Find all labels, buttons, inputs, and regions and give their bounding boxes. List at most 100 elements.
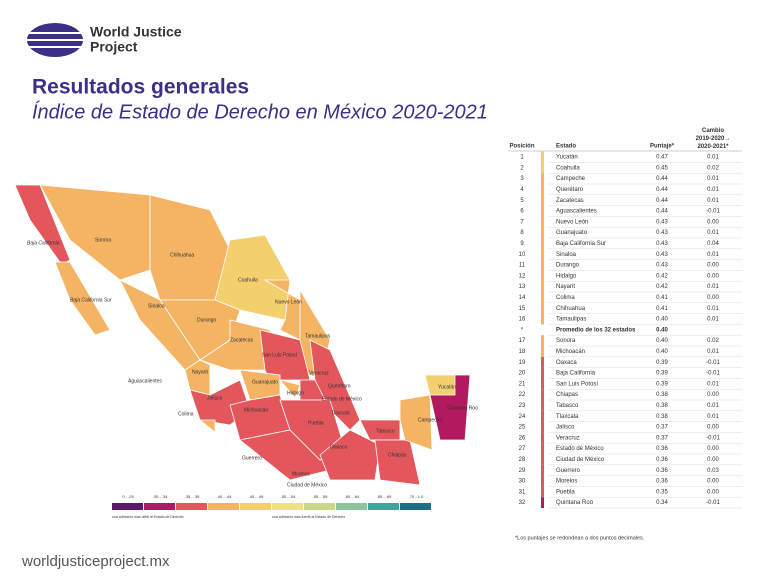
score: 0.39 <box>656 381 668 387</box>
state-name: Puebla <box>556 489 575 495</box>
score: 0.42 <box>656 273 668 279</box>
score-color <box>541 216 544 228</box>
map-label: Chiapas <box>388 452 407 458</box>
map-label: Hidalgo <box>287 390 304 396</box>
score-color <box>541 227 544 238</box>
score: 0.43 <box>656 252 668 258</box>
map <box>14 184 471 486</box>
change: 0.01 <box>707 317 719 323</box>
position: 29 <box>519 468 526 474</box>
score: 0.38 <box>656 392 668 398</box>
score-color <box>541 443 544 454</box>
score: 0.36 <box>656 446 668 452</box>
change: 0.00 <box>707 295 719 301</box>
change: 0.00 <box>707 489 719 495</box>
change: 0.00 <box>707 219 719 225</box>
legend-label: 0 - .29 <box>122 494 134 499</box>
position: 15 <box>519 306 526 312</box>
map-label: Jalisco <box>207 395 223 401</box>
map-label: Zacatecas <box>230 337 254 343</box>
state-name: Chihuahua <box>556 306 586 312</box>
map-label: Durango <box>197 317 216 323</box>
column-header: Puntaje* <box>650 144 675 150</box>
map-label: Sonora <box>95 237 111 243</box>
change: 0.00 <box>707 392 719 398</box>
legend-swatch <box>176 503 207 510</box>
position: 8 <box>520 230 524 236</box>
change: -0.01 <box>706 371 720 377</box>
legend-swatch <box>208 503 239 510</box>
score: 0.42 <box>656 284 668 290</box>
change: 0.02 <box>707 165 719 171</box>
position: 30 <box>519 479 526 485</box>
logo-text: World Justice <box>90 24 182 40</box>
score: 0.45 <box>656 165 668 171</box>
column-header: Posición <box>509 144 534 150</box>
map-label: Nuevo León <box>275 299 302 305</box>
score: 0.44 <box>656 187 668 193</box>
score: 0.41 <box>656 295 668 301</box>
score-color <box>541 173 544 184</box>
state-name: Guerrero <box>556 468 581 474</box>
state-name: Sonora <box>556 338 576 344</box>
title: Resultados generales <box>32 76 249 99</box>
legend-label: .40 - .44 <box>217 494 232 499</box>
score-color <box>541 270 544 282</box>
footer: worldjusticeproject.mx <box>21 553 170 570</box>
change: 0.00 <box>707 446 719 452</box>
map-label: Estado de México <box>322 396 362 402</box>
state-name: Yucatán <box>556 155 578 161</box>
position: 2 <box>520 165 524 171</box>
score-color <box>541 454 544 465</box>
position: 26 <box>519 435 526 441</box>
position: 4 <box>520 187 524 193</box>
column-header: Estado <box>556 144 576 150</box>
position: 6 <box>520 209 524 215</box>
score-color <box>541 281 544 292</box>
map-label: Quintana Roo <box>447 405 478 411</box>
change: 0.01 <box>707 403 719 409</box>
state-name: Baja California Sur <box>556 241 606 247</box>
score-color <box>541 248 544 260</box>
position: 18 <box>519 349 526 355</box>
state-name: Querétaro <box>556 187 584 193</box>
score-color <box>541 400 544 411</box>
score-color <box>541 410 544 422</box>
change: 0.02 <box>707 338 719 344</box>
legend-label: .60 - .64 <box>345 494 360 499</box>
change: 0.01 <box>707 187 719 193</box>
change: -0.01 <box>706 360 720 366</box>
change: 0.00 <box>707 273 719 279</box>
state-name: Promedio de los 32 estados <box>556 327 636 333</box>
change: 0.01 <box>707 176 719 182</box>
legend-label: .65 - .69 <box>377 494 392 499</box>
change: 0.00 <box>707 263 719 269</box>
state-name: Durango <box>556 263 580 269</box>
map-label: Baja California <box>27 240 60 246</box>
logo <box>27 23 83 57</box>
score-color <box>541 194 544 206</box>
position: 24 <box>519 414 526 420</box>
map-label: Guerrero <box>242 455 262 461</box>
map-label: Yucatán <box>438 384 456 390</box>
map-label: Chihuahua <box>170 252 194 258</box>
score: 0.43 <box>656 230 668 236</box>
state-name: Estado de México <box>556 446 604 452</box>
state-name: Veracruz <box>556 435 580 441</box>
map-label: Veracruz <box>309 370 329 376</box>
score: 0.40 <box>656 317 668 323</box>
position: 1 <box>520 155 524 161</box>
position: 5 <box>520 198 524 204</box>
state-name: Michoacán <box>556 349 585 355</box>
score: 0.43 <box>656 219 668 225</box>
state-name: Nayarit <box>556 284 575 290</box>
change: 0.01 <box>707 414 719 420</box>
position: 9 <box>520 241 524 247</box>
score-color <box>541 292 544 303</box>
position: 32 <box>519 500 526 506</box>
score-color <box>541 346 544 357</box>
position: 16 <box>519 317 526 323</box>
position: 31 <box>519 489 526 495</box>
score: 0.41 <box>656 306 668 312</box>
